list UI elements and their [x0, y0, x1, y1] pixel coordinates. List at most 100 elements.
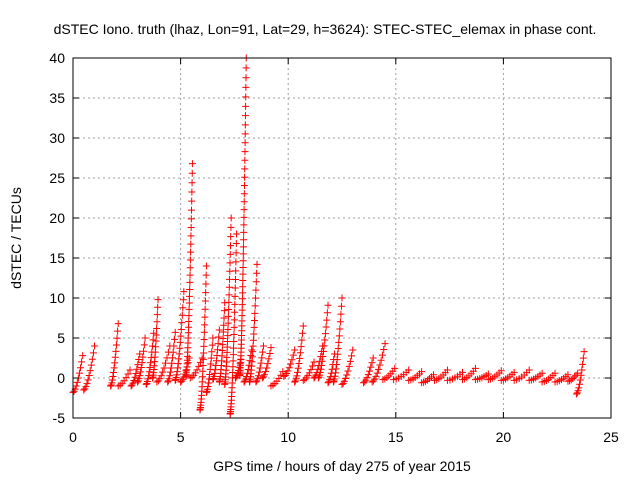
data-point [177, 326, 185, 334]
x-tick-label: 25 [603, 429, 619, 445]
data-point [205, 379, 213, 387]
data-point [323, 309, 331, 317]
x-tick-label: 15 [388, 429, 404, 445]
data-point [153, 325, 161, 333]
data-arc [149, 296, 162, 382]
data-point [264, 360, 272, 368]
data-point [188, 206, 196, 214]
axis-ticks [72, 57, 612, 419]
data-arc [215, 299, 229, 386]
data-point [230, 323, 238, 331]
data-point [363, 374, 371, 382]
y-tick-label: 0 [57, 370, 65, 386]
data-point [321, 330, 329, 338]
data-point [186, 256, 194, 264]
y-tick-label: 20 [49, 210, 65, 226]
data-point [108, 376, 116, 384]
data-point [251, 302, 259, 310]
data-point [333, 361, 341, 369]
data-point [538, 369, 546, 377]
data-point [332, 365, 340, 373]
data-arc [267, 368, 287, 390]
data-point [178, 377, 186, 385]
data-arc [525, 369, 546, 384]
data-point [231, 308, 239, 316]
data-point [128, 381, 136, 389]
data-point [232, 249, 240, 257]
data-point [82, 383, 90, 391]
x-tick-label: 5 [177, 429, 185, 445]
data-point [564, 371, 572, 379]
data-point [343, 371, 351, 379]
data-point [314, 374, 322, 382]
data-point [249, 336, 257, 344]
data-point [186, 264, 194, 272]
data-point [569, 375, 577, 383]
data-point [224, 326, 232, 334]
data-point [84, 376, 92, 384]
data-point [145, 368, 153, 376]
data-point [198, 354, 206, 362]
data-point [137, 363, 145, 371]
data-point [242, 83, 250, 91]
data-point [238, 295, 246, 303]
data-point [214, 346, 222, 354]
data-arc [299, 358, 318, 384]
data-point [342, 374, 350, 382]
data-point [126, 366, 134, 374]
data-point [364, 371, 372, 379]
data-point [241, 173, 249, 181]
data-point [335, 338, 343, 346]
data-point [551, 369, 559, 377]
data-point [180, 288, 188, 296]
data-point [329, 378, 337, 386]
data-arc [418, 371, 437, 387]
data-point [254, 375, 262, 383]
data-point [193, 366, 201, 374]
data-point [308, 362, 316, 370]
y-tick-label: 40 [49, 50, 65, 66]
data-arc [390, 366, 413, 384]
data-point [176, 338, 184, 346]
data-point [240, 190, 248, 198]
data-point [323, 316, 331, 324]
data-point [175, 355, 183, 363]
data-point [337, 302, 345, 310]
data-point [168, 354, 176, 362]
data-point [200, 342, 208, 350]
data-point [241, 156, 249, 164]
data-arc [196, 262, 210, 414]
data-point [285, 364, 293, 372]
data-point [124, 370, 132, 378]
data-point [279, 368, 287, 376]
data-point [211, 369, 219, 377]
data-point [185, 305, 193, 313]
data-point [188, 188, 196, 196]
data-point [240, 228, 248, 236]
data-point [134, 378, 142, 386]
data-point [186, 271, 194, 279]
data-point [153, 318, 161, 326]
data-point [391, 364, 399, 372]
data-arc [107, 320, 122, 390]
data-point [335, 332, 343, 340]
data-point [208, 341, 216, 349]
data-point [186, 278, 194, 286]
x-tick-label: 20 [496, 429, 512, 445]
data-point [579, 360, 587, 368]
data-point [345, 362, 353, 370]
data-point [377, 356, 385, 364]
data-point [233, 230, 241, 238]
data-point [135, 375, 143, 383]
data-point [301, 376, 309, 384]
data-arc [258, 344, 275, 382]
data-point [226, 242, 234, 250]
data-point [242, 64, 250, 72]
data-point [284, 367, 292, 375]
data-point [188, 179, 196, 187]
data-point [287, 360, 295, 368]
data-point [165, 375, 173, 383]
data-point [122, 374, 130, 382]
data-arc [338, 346, 357, 388]
data-point [292, 375, 300, 383]
